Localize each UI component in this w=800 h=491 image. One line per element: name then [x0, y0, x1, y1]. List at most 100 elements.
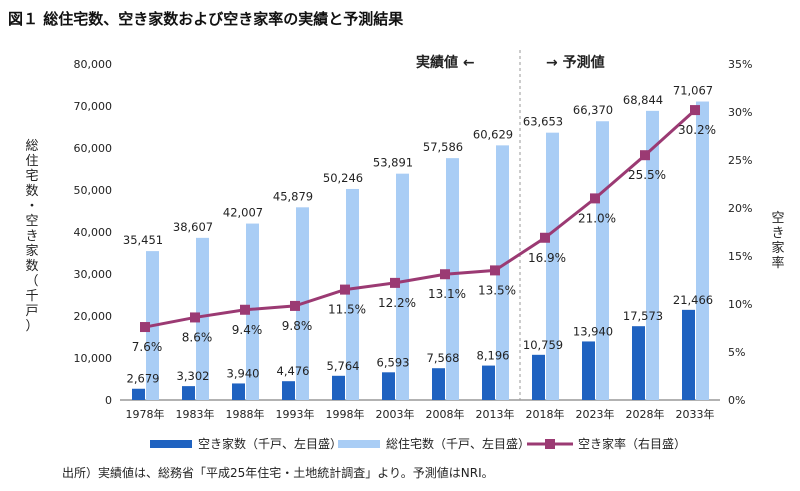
- axis-title-char: ）: [25, 319, 38, 334]
- left-tick-label: 30,000: [74, 268, 113, 281]
- rate-label: 16.9%: [528, 251, 566, 265]
- x-tick-label: 2008年: [426, 407, 465, 421]
- left-tick-label: 70,000: [74, 100, 113, 113]
- axis-title-char: 宅: [25, 169, 38, 184]
- bar-vacant-homes: [582, 341, 595, 400]
- right-tick-label: 25%: [728, 154, 752, 167]
- bar-label-vacant-homes: 3,302: [177, 369, 210, 383]
- right-tick-label: 0%: [728, 394, 745, 407]
- right-tick-label: 30%: [728, 106, 752, 119]
- bar-labels-layer: 2,679 35,451 3,302 38,607 3,940 42,007 4,476 45…: [123, 84, 713, 386]
- rate-label: 30.2%: [678, 123, 716, 137]
- rate-line: [144, 108, 697, 329]
- bar-vacant-homes: [532, 354, 545, 400]
- bar-label-vacant-homes: 6,593: [377, 355, 410, 369]
- rate-point: [640, 150, 650, 161]
- bar-label-vacant-homes: 7,568: [427, 351, 460, 365]
- bars-layer: [132, 101, 709, 401]
- right-tick-label: 35%: [728, 58, 752, 71]
- rate-point: [240, 304, 250, 315]
- legend: 空き家数（千戸、左目盛） 総住宅数（千戸、左目盛） 空き家率（右目盛）: [150, 436, 686, 451]
- rate-line-layer: [140, 105, 700, 333]
- rate-point: [340, 284, 350, 295]
- bar-label-total-homes: 60,629: [473, 127, 513, 141]
- actual-annotation: 実績値 ←: [416, 54, 475, 71]
- axis-title-char: き: [771, 226, 784, 241]
- source-note: 出所）実績値は、総務省「平成25年住宅・土地統計調査」より。予測値はNRI。: [62, 465, 494, 480]
- bar-total-homes: [346, 188, 359, 400]
- rate-point: [440, 269, 450, 280]
- rate-label: 13.1%: [428, 287, 466, 301]
- axis-title-char: 空: [771, 211, 784, 226]
- rate-point: [490, 265, 500, 276]
- x-tick-label: 2013年: [476, 407, 515, 421]
- left-tick-label: 0: [105, 394, 112, 407]
- bar-label-vacant-homes: 8,196: [477, 349, 510, 363]
- forecast-annotation: → 予測値: [546, 54, 605, 71]
- bar-vacant-homes: [132, 388, 145, 400]
- bar-label-total-homes: 57,586: [423, 140, 463, 154]
- bar-label-vacant-homes: 3,940: [227, 366, 260, 380]
- bar-total-homes: [496, 145, 509, 400]
- bar-vacant-homes: [632, 326, 645, 400]
- bar-label-vacant-homes: 10,759: [523, 338, 563, 352]
- x-tick-label: 1983年: [176, 407, 215, 421]
- bar-label-vacant-homes: 4,476: [277, 364, 310, 378]
- bar-label-vacant-homes: 13,940: [573, 324, 613, 338]
- right-tick-label: 5%: [728, 346, 745, 359]
- bar-label-total-homes: 53,891: [373, 156, 413, 170]
- legend-label-total: 総住宅数（千戸、左目盛）: [386, 436, 530, 451]
- axis-title-char: 数: [25, 259, 38, 274]
- bar-total-homes: [446, 158, 459, 400]
- axis-title-char: 空: [25, 214, 38, 229]
- bar-total-homes: [596, 121, 609, 400]
- x-tick-label: 2028年: [626, 407, 665, 421]
- chart-title: 図１ 総住宅数、空き家数および空き家率の実績と予測結果: [8, 10, 404, 28]
- rate-point: [590, 193, 600, 204]
- rate-label: 13.5%: [478, 283, 516, 297]
- bar-label-total-homes: 50,246: [323, 171, 363, 185]
- bar-vacant-homes: [482, 365, 495, 400]
- bar-vacant-homes: [682, 309, 695, 400]
- bar-label-vacant-homes: 21,466: [673, 293, 713, 307]
- bar-label-total-homes: 35,451: [123, 233, 163, 247]
- left-tick-label: 40,000: [74, 226, 113, 239]
- axis-title-char: 率: [771, 255, 784, 271]
- bar-label-total-homes: 68,844: [623, 93, 663, 107]
- legend-swatch-rate-marker: [545, 439, 555, 449]
- legend-label-rate: 空き家率（右目盛）: [578, 436, 686, 451]
- left-tick-label: 10,000: [74, 352, 113, 365]
- rate-point: [690, 105, 700, 116]
- axis-title-char: 戸: [25, 304, 38, 319]
- rate-point: [140, 322, 150, 333]
- bar-total-homes: [646, 110, 659, 401]
- axis-title-char: 住: [25, 154, 38, 169]
- x-tick-label: 2023年: [576, 407, 615, 421]
- x-axis-categories: 1978年 1983年 1988年 1993年 1998年 2003年 2008年 2013年…: [126, 407, 715, 421]
- axis-title-char: 家: [771, 240, 784, 256]
- x-tick-label: 1978年: [126, 407, 165, 421]
- x-tick-label: 1993年: [276, 407, 315, 421]
- axis-title-char: 家: [25, 243, 38, 259]
- left-tick-label: 60,000: [74, 142, 113, 155]
- bar-label-vacant-homes: 17,573: [623, 309, 663, 323]
- axis-title-char: 総: [25, 139, 38, 154]
- axis-title-char: （: [25, 274, 38, 289]
- left-tick-label: 80,000: [74, 58, 113, 71]
- x-tick-label: 1998年: [326, 407, 365, 421]
- bar-vacant-homes: [282, 381, 295, 400]
- right-tick-label: 15%: [728, 250, 752, 263]
- axis-title-char: 数: [25, 184, 38, 199]
- bar-vacant-homes: [432, 368, 445, 400]
- bar-total-homes: [396, 173, 409, 400]
- bar-label-total-homes: 45,879: [273, 189, 313, 203]
- legend-swatch-vacant: [150, 440, 192, 448]
- rate-point: [540, 232, 550, 243]
- right-tick-label: 20%: [728, 202, 752, 215]
- bar-vacant-homes: [232, 383, 245, 400]
- bar-vacant-homes: [382, 372, 395, 400]
- rate-label: 8.6%: [182, 330, 213, 344]
- rate-label: 12.2%: [378, 296, 416, 310]
- legend-swatch-total: [338, 440, 380, 448]
